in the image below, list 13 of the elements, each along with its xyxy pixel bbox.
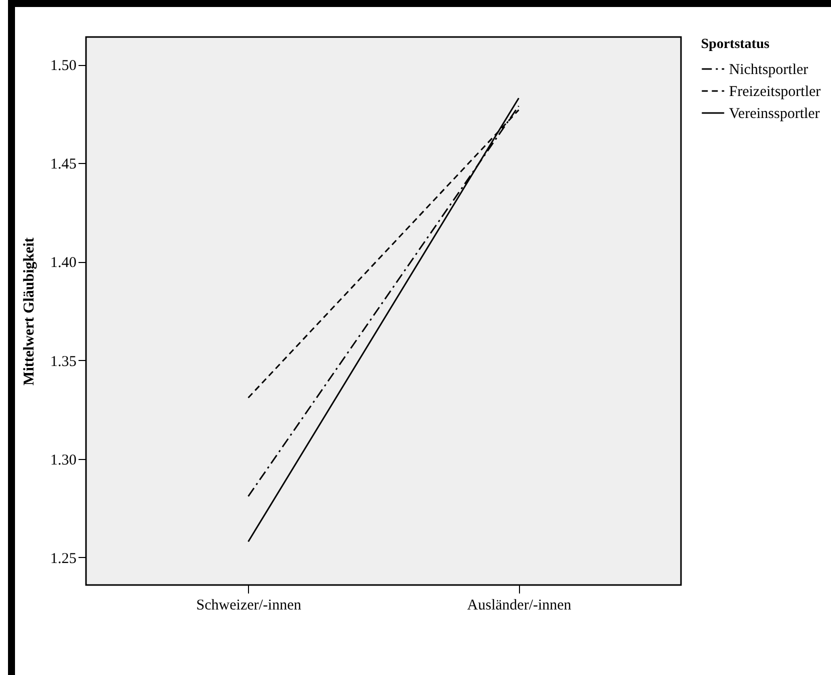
- legend-label: Nichtsportler: [729, 62, 808, 78]
- y-tick-label: 1.50: [50, 58, 76, 74]
- legend-label: Vereinssportler: [729, 106, 820, 122]
- y-tick-label: 1.40: [50, 255, 76, 272]
- y-tick-label: 1.30: [50, 452, 76, 468]
- legend-label: Freizeitsportler: [729, 84, 821, 100]
- y-axis-title: Mittelwert Gläubigkeit: [21, 238, 38, 386]
- x-tick-label: Ausländer/-innen: [467, 598, 572, 614]
- y-tick-label: 1.45: [50, 156, 76, 173]
- legend-title: Sportstatus: [701, 37, 770, 52]
- y-tick-label: 1.35: [50, 354, 76, 370]
- y-tick-label: 1.25: [50, 550, 76, 567]
- x-tick-label: Schweizer/-innen: [196, 598, 302, 614]
